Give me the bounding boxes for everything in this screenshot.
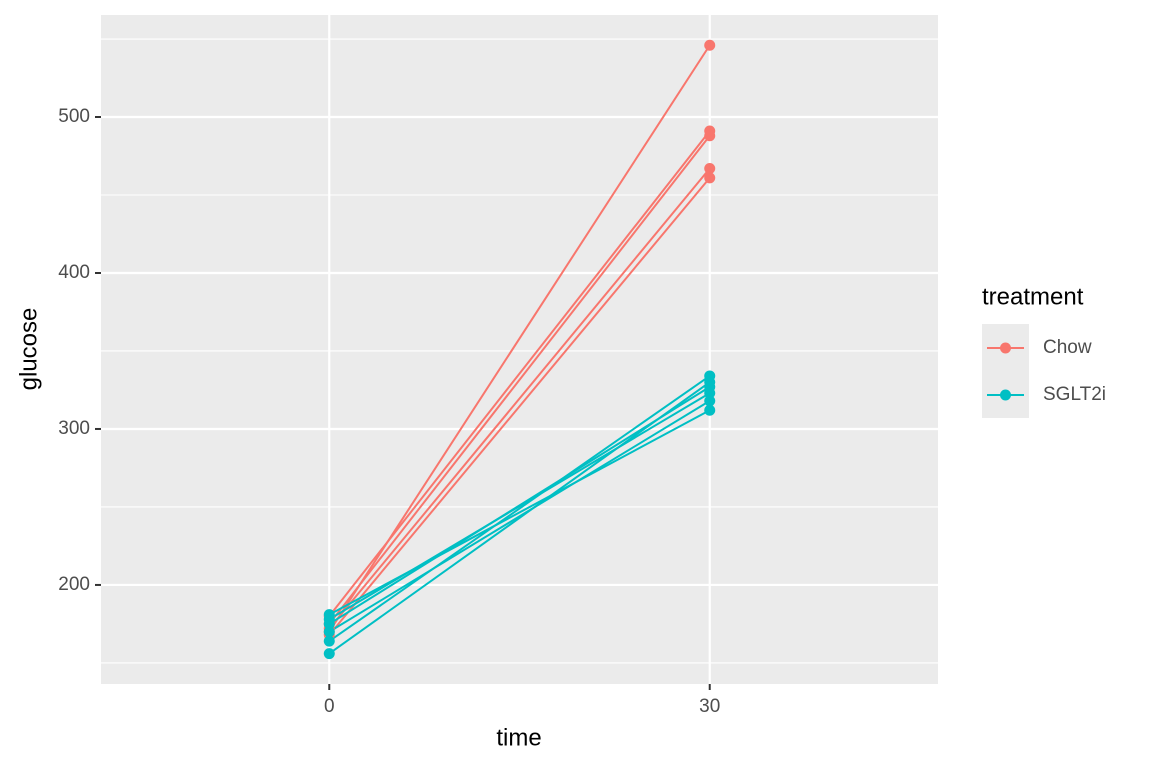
line [328, 409, 711, 616]
y-tick-label: 300 [58, 418, 90, 439]
panel [101, 15, 938, 684]
legend-title: treatment [982, 283, 1084, 310]
point [323, 626, 335, 638]
point [704, 381, 716, 393]
point [704, 172, 716, 184]
line [328, 375, 711, 642]
point [323, 618, 335, 630]
y-axis-title: glucose [15, 308, 42, 391]
point [704, 370, 716, 382]
legend-point [1000, 389, 1011, 401]
line [328, 400, 711, 633]
point [323, 609, 335, 621]
y-tick-label: 500 [58, 106, 90, 127]
legend: treatment Chow SGLT2i [982, 283, 1106, 418]
line [328, 135, 711, 625]
legend-label: SGLT2i [1043, 384, 1106, 405]
legend-label: Chow [1043, 337, 1092, 358]
point [704, 130, 716, 142]
point [323, 635, 335, 647]
point [704, 404, 716, 416]
line [328, 167, 711, 630]
x-tick-label: 0 [324, 696, 335, 717]
x-tick-label: 30 [699, 696, 720, 717]
line [328, 177, 711, 636]
line [328, 386, 711, 625]
line [328, 130, 711, 617]
x-axis-title: time [496, 724, 541, 751]
point [323, 648, 335, 660]
y-tick-label: 400 [58, 262, 90, 283]
point [704, 39, 716, 51]
point [704, 162, 716, 174]
marks [323, 39, 716, 660]
legend-point [1000, 342, 1011, 354]
point [704, 395, 716, 407]
y-tick-label: 200 [58, 574, 90, 595]
